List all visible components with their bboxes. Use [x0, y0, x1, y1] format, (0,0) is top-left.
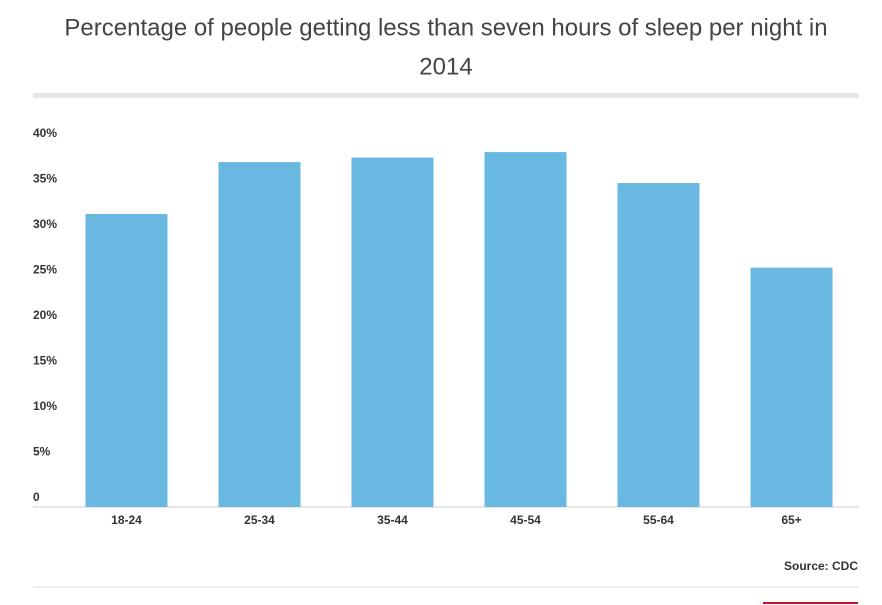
x-tick-label: 45-54 [510, 513, 541, 527]
y-tick-label: 5% [33, 445, 51, 459]
y-tick-label: 0 [33, 490, 40, 504]
source: Source: CDC [784, 559, 858, 573]
x-tick-label: 25-34 [244, 513, 275, 527]
bar [85, 213, 168, 508]
chart-title: Percentage of people getting less than s… [64, 14, 827, 41]
y-tick-label: 35% [33, 172, 57, 186]
y-tick-label: 40% [33, 126, 57, 140]
x-tick-label: 35-44 [377, 513, 408, 527]
x-tick-label: 18-24 [111, 513, 142, 527]
y-tick-label: 30% [33, 217, 57, 231]
y-tick-label: 15% [33, 354, 57, 368]
x-tick-label: 55-64 [643, 513, 674, 527]
bar [218, 162, 301, 508]
bar [750, 267, 833, 507]
x-tick-label: 65+ [781, 513, 801, 527]
chart-title: 2014 [419, 53, 472, 80]
y-tick-label: 20% [33, 308, 57, 322]
bar [617, 183, 700, 508]
title-rule [33, 93, 859, 98]
bar [351, 157, 434, 507]
y-tick-label: 10% [33, 399, 57, 413]
y-tick-label: 25% [33, 263, 57, 277]
bar [484, 152, 567, 507]
